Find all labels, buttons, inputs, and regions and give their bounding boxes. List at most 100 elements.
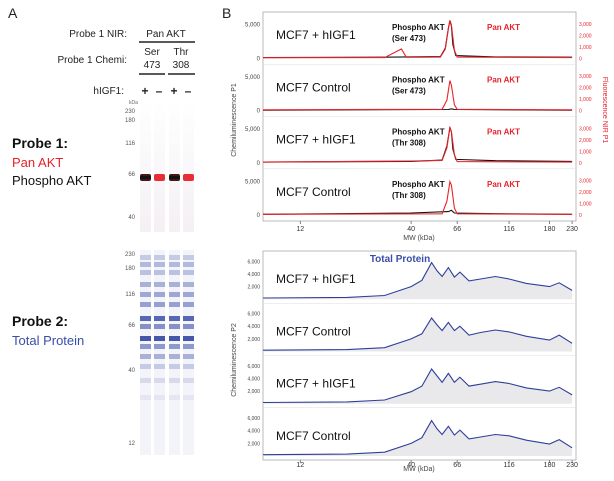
chemi-group-thr-num: 308 (173, 60, 190, 71)
top-xtick-label-40: 40 (407, 226, 415, 233)
ladder-bottom-116: 116 (125, 292, 135, 298)
probe2-band-1-4 (140, 282, 151, 287)
probe2-band-1-10 (140, 344, 151, 349)
chemi-group-ser-num: 473 (144, 60, 161, 71)
top-panel-4-y2tick-0: 0 (579, 213, 582, 219)
panel-a-letter: A (8, 5, 18, 21)
probe2-band-3-9 (169, 336, 180, 341)
ladder-top-40: 40 (128, 215, 135, 221)
top-xtick-label-66: 66 (453, 226, 461, 233)
top-panel-3-y2tick-0: 0 (579, 161, 582, 167)
top-panel-2-sample: MCF7 Control (276, 80, 351, 94)
probe2-band-3-4 (169, 282, 180, 287)
probe2-band-3-8 (169, 324, 180, 329)
probe2-band-1-3 (140, 270, 151, 275)
probe2-band-3-6 (169, 302, 180, 307)
kda-unit: kDa (129, 100, 138, 106)
panel-b-letter: B (222, 5, 231, 21)
top-left-ylabel: Chemiluminescence P1 (231, 83, 238, 157)
probe2-band-2-14 (154, 395, 165, 400)
probe2-title: Probe 2: (12, 313, 68, 329)
probe1-chemi-label: Probe 1 Chemi: (58, 55, 127, 66)
probe2-band-3-11 (169, 354, 180, 359)
bottom-panel-1-area (263, 262, 573, 300)
probe2-band-4-10 (183, 344, 194, 349)
probe2-band-2-10 (154, 344, 165, 349)
bottom-panel-2-sample: MCF7 Control (276, 324, 351, 338)
probe1-lane-2 (154, 100, 165, 232)
bottom-panel-3-ytick-0: 2,000 (247, 389, 260, 395)
top-panel-2-y2tick-1: 1,000 (579, 97, 592, 103)
bottom-panel-3-ytick-1: 4,000 (247, 376, 260, 382)
top-panel-3-ytick-5000: 5,000 (245, 127, 261, 133)
probe2-band-1-11 (140, 354, 151, 359)
bottom-xtick-label-230: 230 (566, 462, 578, 469)
top-xtick-label-12: 12 (296, 226, 304, 233)
probe1-lane-3 (169, 100, 180, 232)
top-xtick-label-230: 230 (566, 226, 578, 233)
chemi-group-ser: Ser (144, 47, 160, 58)
lane-sign-2: – (156, 84, 163, 98)
probe1-nir-label: Probe 1 NIR: (69, 29, 127, 40)
probe2-band-1-12 (140, 364, 151, 369)
probe2-band-3-3 (169, 270, 180, 275)
higf1-label: hIGF1: (93, 86, 124, 97)
ladder-bottom-230: 230 (125, 252, 136, 258)
probe2-band-1-5 (140, 292, 151, 297)
probe2-band-1-8 (140, 324, 151, 329)
panel-a: A Probe 1 NIR: Pan AKT Probe 1 Chemi: Se… (8, 5, 195, 455)
probe2-band-3-7 (169, 316, 180, 321)
probe2-band-3-14 (169, 395, 180, 400)
bottom-chart-panels: 2,000 4,000 6,000 MCF7 + hIGF1 2,000 4,000 6,0… (247, 259, 576, 456)
probe1-band-4 (183, 174, 194, 181)
probe2-band-2-5 (154, 292, 165, 297)
bottom-panel-1-ytick-2: 6,000 (247, 259, 260, 265)
bottom-xtick-label-66: 66 (453, 462, 461, 469)
probe1-title: Probe 1: (12, 135, 68, 151)
top-panel-1-y2tick-2: 2,000 (579, 33, 592, 39)
top-panel-2-y2tick-3: 3,000 (579, 74, 592, 80)
top-panel-1-probe-line2: (Ser 473) (392, 34, 426, 43)
probe2-band-4-2 (183, 262, 194, 267)
top-panel-1-ytick-0: 0 (257, 56, 261, 62)
probe2-band-2-12 (154, 364, 165, 369)
top-panel-2-probe-line1: Phospho AKT (392, 75, 445, 84)
top-panel-4-series-nir (262, 179, 573, 215)
top-xtick-label-180: 180 (544, 226, 556, 233)
lane-sign-1: + (141, 84, 148, 98)
probe2-band-1-1 (140, 255, 151, 260)
bottom-panel-4-ytick-1: 4,000 (247, 429, 260, 435)
top-panel-1-legend: Pan AKT (487, 23, 520, 32)
probe2-band-2-8 (154, 324, 165, 329)
probe2-blot (140, 250, 194, 455)
top-panel-1-y2tick-0: 0 (579, 56, 582, 62)
probe2-band-4-13 (183, 378, 194, 383)
top-panel-1-ytick-5000: 5,000 (245, 23, 261, 29)
probe1-lane-1 (140, 100, 151, 232)
bottom-panel-4-ytick-2: 6,000 (247, 416, 260, 422)
top-panel-2-probe-line2: (Ser 473) (392, 86, 426, 95)
probe2-band-3-5 (169, 292, 180, 297)
probe2-lane-1 (140, 250, 151, 455)
probe2-lane-2 (154, 250, 165, 455)
phospho-band-1 (140, 176, 151, 179)
top-xlabel: MW (kDa) (403, 235, 435, 242)
probe2-band-3-13 (169, 378, 180, 383)
probe2-band-4-3 (183, 270, 194, 275)
probe2-band-3-12 (169, 364, 180, 369)
top-panel-4-legend: Pan AKT (487, 180, 520, 189)
probe2-band-3-2 (169, 262, 180, 267)
probe2-band-1-13 (140, 378, 151, 383)
bottom-panel-3-sample: MCF7 + hIGF1 (276, 377, 356, 391)
bottom-panel-3-line (262, 368, 573, 404)
lane-sign-4: – (185, 84, 192, 98)
chemi-group-thr: Thr (174, 47, 190, 58)
panel-b: B Chemiluminescence P1 Fluorescence NIR … (222, 5, 608, 473)
probe2-band-1-7 (140, 316, 151, 321)
top-panel-3-ytick-0: 0 (257, 161, 261, 167)
top-panel-4-sample: MCF7 Control (276, 185, 351, 199)
bottom-panel-2-area (263, 318, 573, 352)
bottom-x-ticks: 12 40 66 116 180 230 (296, 460, 578, 469)
top-panel-2-ytick-5000: 5,000 (245, 75, 261, 81)
